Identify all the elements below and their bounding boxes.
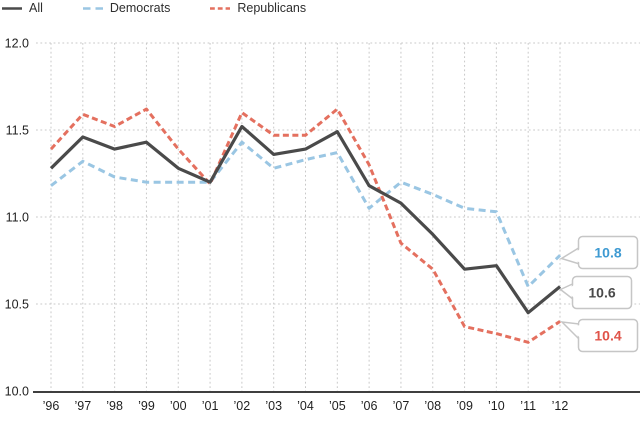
y-tick-label: 10.0: [5, 385, 29, 399]
chart-legend: All Democrats Republicans: [2, 1, 306, 16]
callout-all: 10.6: [559, 275, 633, 310]
x-tick-label: ’06: [361, 399, 378, 413]
x-tick-label: ’03: [265, 399, 282, 413]
series-line-democrats: [50, 140, 562, 289]
legend-item-all: All: [2, 1, 43, 16]
x-tick-label: ’04: [297, 399, 314, 413]
legend-line-swatch-democrats-icon: [82, 7, 103, 10]
x-tick-label: ’12: [552, 399, 569, 413]
callout-value: 10.4: [594, 328, 621, 344]
legend-item-democrats: Democrats: [82, 1, 171, 16]
x-tick-label: ’02: [234, 399, 251, 413]
legend-item-republicans: Republicans: [210, 1, 306, 16]
legend-line-swatch-all-icon: [2, 7, 22, 10]
series-line-republicans: [49, 107, 561, 344]
callout-tail-fill: [570, 248, 581, 263]
x-tick-label: ’00: [170, 399, 187, 413]
x-tick-label: ’07: [393, 399, 410, 413]
callout-value: 10.6: [588, 285, 615, 301]
y-tick-label: 11.5: [6, 124, 29, 138]
x-tick-label: ’10: [488, 399, 505, 413]
legend-label-democrats: Democrats: [109, 1, 171, 15]
callout-tail-fill: [566, 284, 575, 299]
y-tick-label: 10.5: [5, 298, 29, 312]
legend-line-swatch-republicans-icon: [210, 7, 231, 10]
x-tick-label: ’11: [520, 399, 536, 413]
x-tick-label: ’05: [329, 399, 346, 413]
legend-label-all: All: [29, 1, 43, 15]
legend-label-republicans: Republicans: [237, 1, 307, 15]
x-tick-label: ’01: [202, 399, 219, 413]
callout-value: 10.8: [594, 245, 621, 261]
x-tick-label: ’09: [456, 399, 473, 413]
x-tick-label: ’08: [424, 399, 441, 413]
callout-tail-fill: [570, 325, 581, 339]
y-tick-label: 11.0: [6, 211, 29, 225]
y-tick-label: 12.0: [5, 37, 29, 51]
callout-republicans: 10.4: [559, 318, 639, 353]
callout-democrats: 10.8: [559, 235, 639, 270]
x-tick-label: ’98: [106, 399, 123, 413]
x-tick-label: ’99: [138, 399, 155, 413]
x-tick-label: ’97: [74, 399, 91, 413]
series-line-all: [49, 124, 562, 315]
x-tick-label: ’96: [43, 399, 60, 413]
